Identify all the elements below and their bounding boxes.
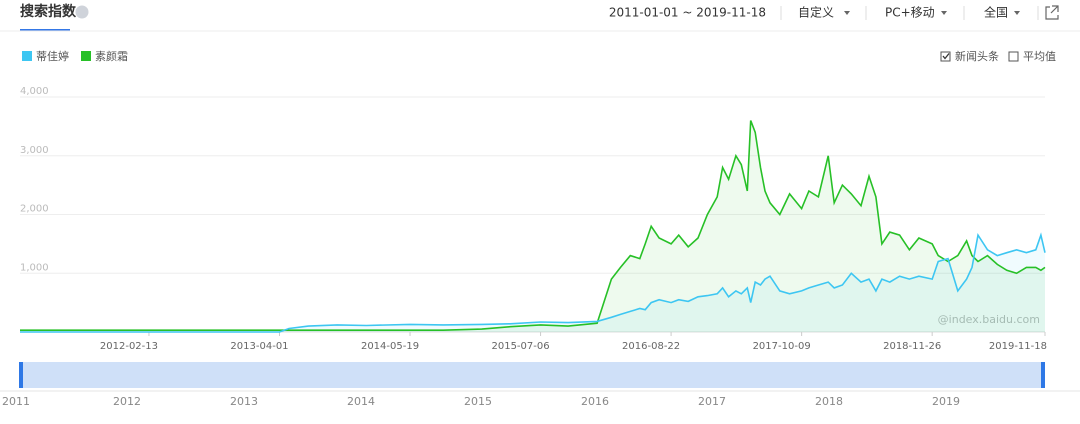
y-tick-label: 4,000	[20, 86, 49, 97]
news-checkbox[interactable]	[940, 51, 951, 62]
tab-title[interactable]: 搜索指数	[20, 3, 77, 20]
region-select[interactable]: 全国	[984, 5, 1008, 20]
navigator-year: 2011	[2, 395, 30, 408]
navigator-year: 2015	[464, 395, 492, 408]
series-area	[20, 120, 1045, 332]
watermark: @index.baidu.com	[938, 313, 1040, 326]
navigator-year: 2014	[347, 395, 375, 408]
x-tick-label: 2019-11-18	[989, 341, 1047, 352]
average-checkbox[interactable]	[1008, 51, 1019, 62]
check-mark	[942, 53, 950, 60]
navigator-year: 2013	[230, 395, 258, 408]
y-tick-label: 1,000	[20, 262, 49, 273]
export-icon[interactable]	[1045, 5, 1059, 20]
x-tick-label: 2013-04-01	[230, 341, 288, 352]
legend-swatch[interactable]	[22, 51, 32, 61]
device-select[interactable]: PC+移动	[885, 6, 935, 20]
series-line	[20, 120, 1046, 331]
legend-swatch[interactable]	[81, 51, 91, 61]
navigator-handle[interactable]	[1041, 362, 1045, 388]
series-area	[20, 235, 1045, 332]
dropdown-arrow	[1014, 11, 1020, 15]
x-tick-label: 2018-11-26	[883, 341, 941, 352]
navigator-year: 2019	[932, 395, 960, 408]
navigator-handle[interactable]	[19, 362, 23, 388]
news-label[interactable]: 新闻头条	[955, 49, 999, 63]
navigator-year: 2012	[113, 395, 141, 408]
series-line	[20, 232, 1046, 333]
dropdown-arrow	[844, 11, 850, 15]
x-tick-label: 2016-08-22	[622, 341, 680, 352]
navigator-year: 2016	[581, 395, 609, 408]
navigator-range[interactable]	[20, 362, 1045, 388]
mode-select[interactable]: 自定义	[798, 5, 834, 20]
dropdown-arrow	[941, 11, 947, 15]
navigator-year: 2017	[698, 395, 726, 408]
legend-label[interactable]: 素颜霜	[95, 50, 128, 63]
average-label[interactable]: 平均值	[1023, 50, 1056, 63]
x-tick-label: 2017-10-09	[753, 341, 811, 352]
legend-label[interactable]: 蒂佳婷	[36, 49, 69, 63]
y-tick-label: 3,000	[20, 145, 49, 156]
date-range[interactable]: 2011-01-01 ~ 2019-11-18	[609, 6, 766, 20]
help-icon[interactable]	[75, 5, 89, 19]
x-tick-label: 2012-02-13	[100, 341, 158, 352]
y-tick-label: 2,000	[20, 204, 49, 215]
x-tick-label: 2014-05-19	[361, 341, 419, 352]
navigator-year: 2018	[815, 395, 843, 408]
x-tick-label: 2015-07-06	[491, 341, 549, 352]
